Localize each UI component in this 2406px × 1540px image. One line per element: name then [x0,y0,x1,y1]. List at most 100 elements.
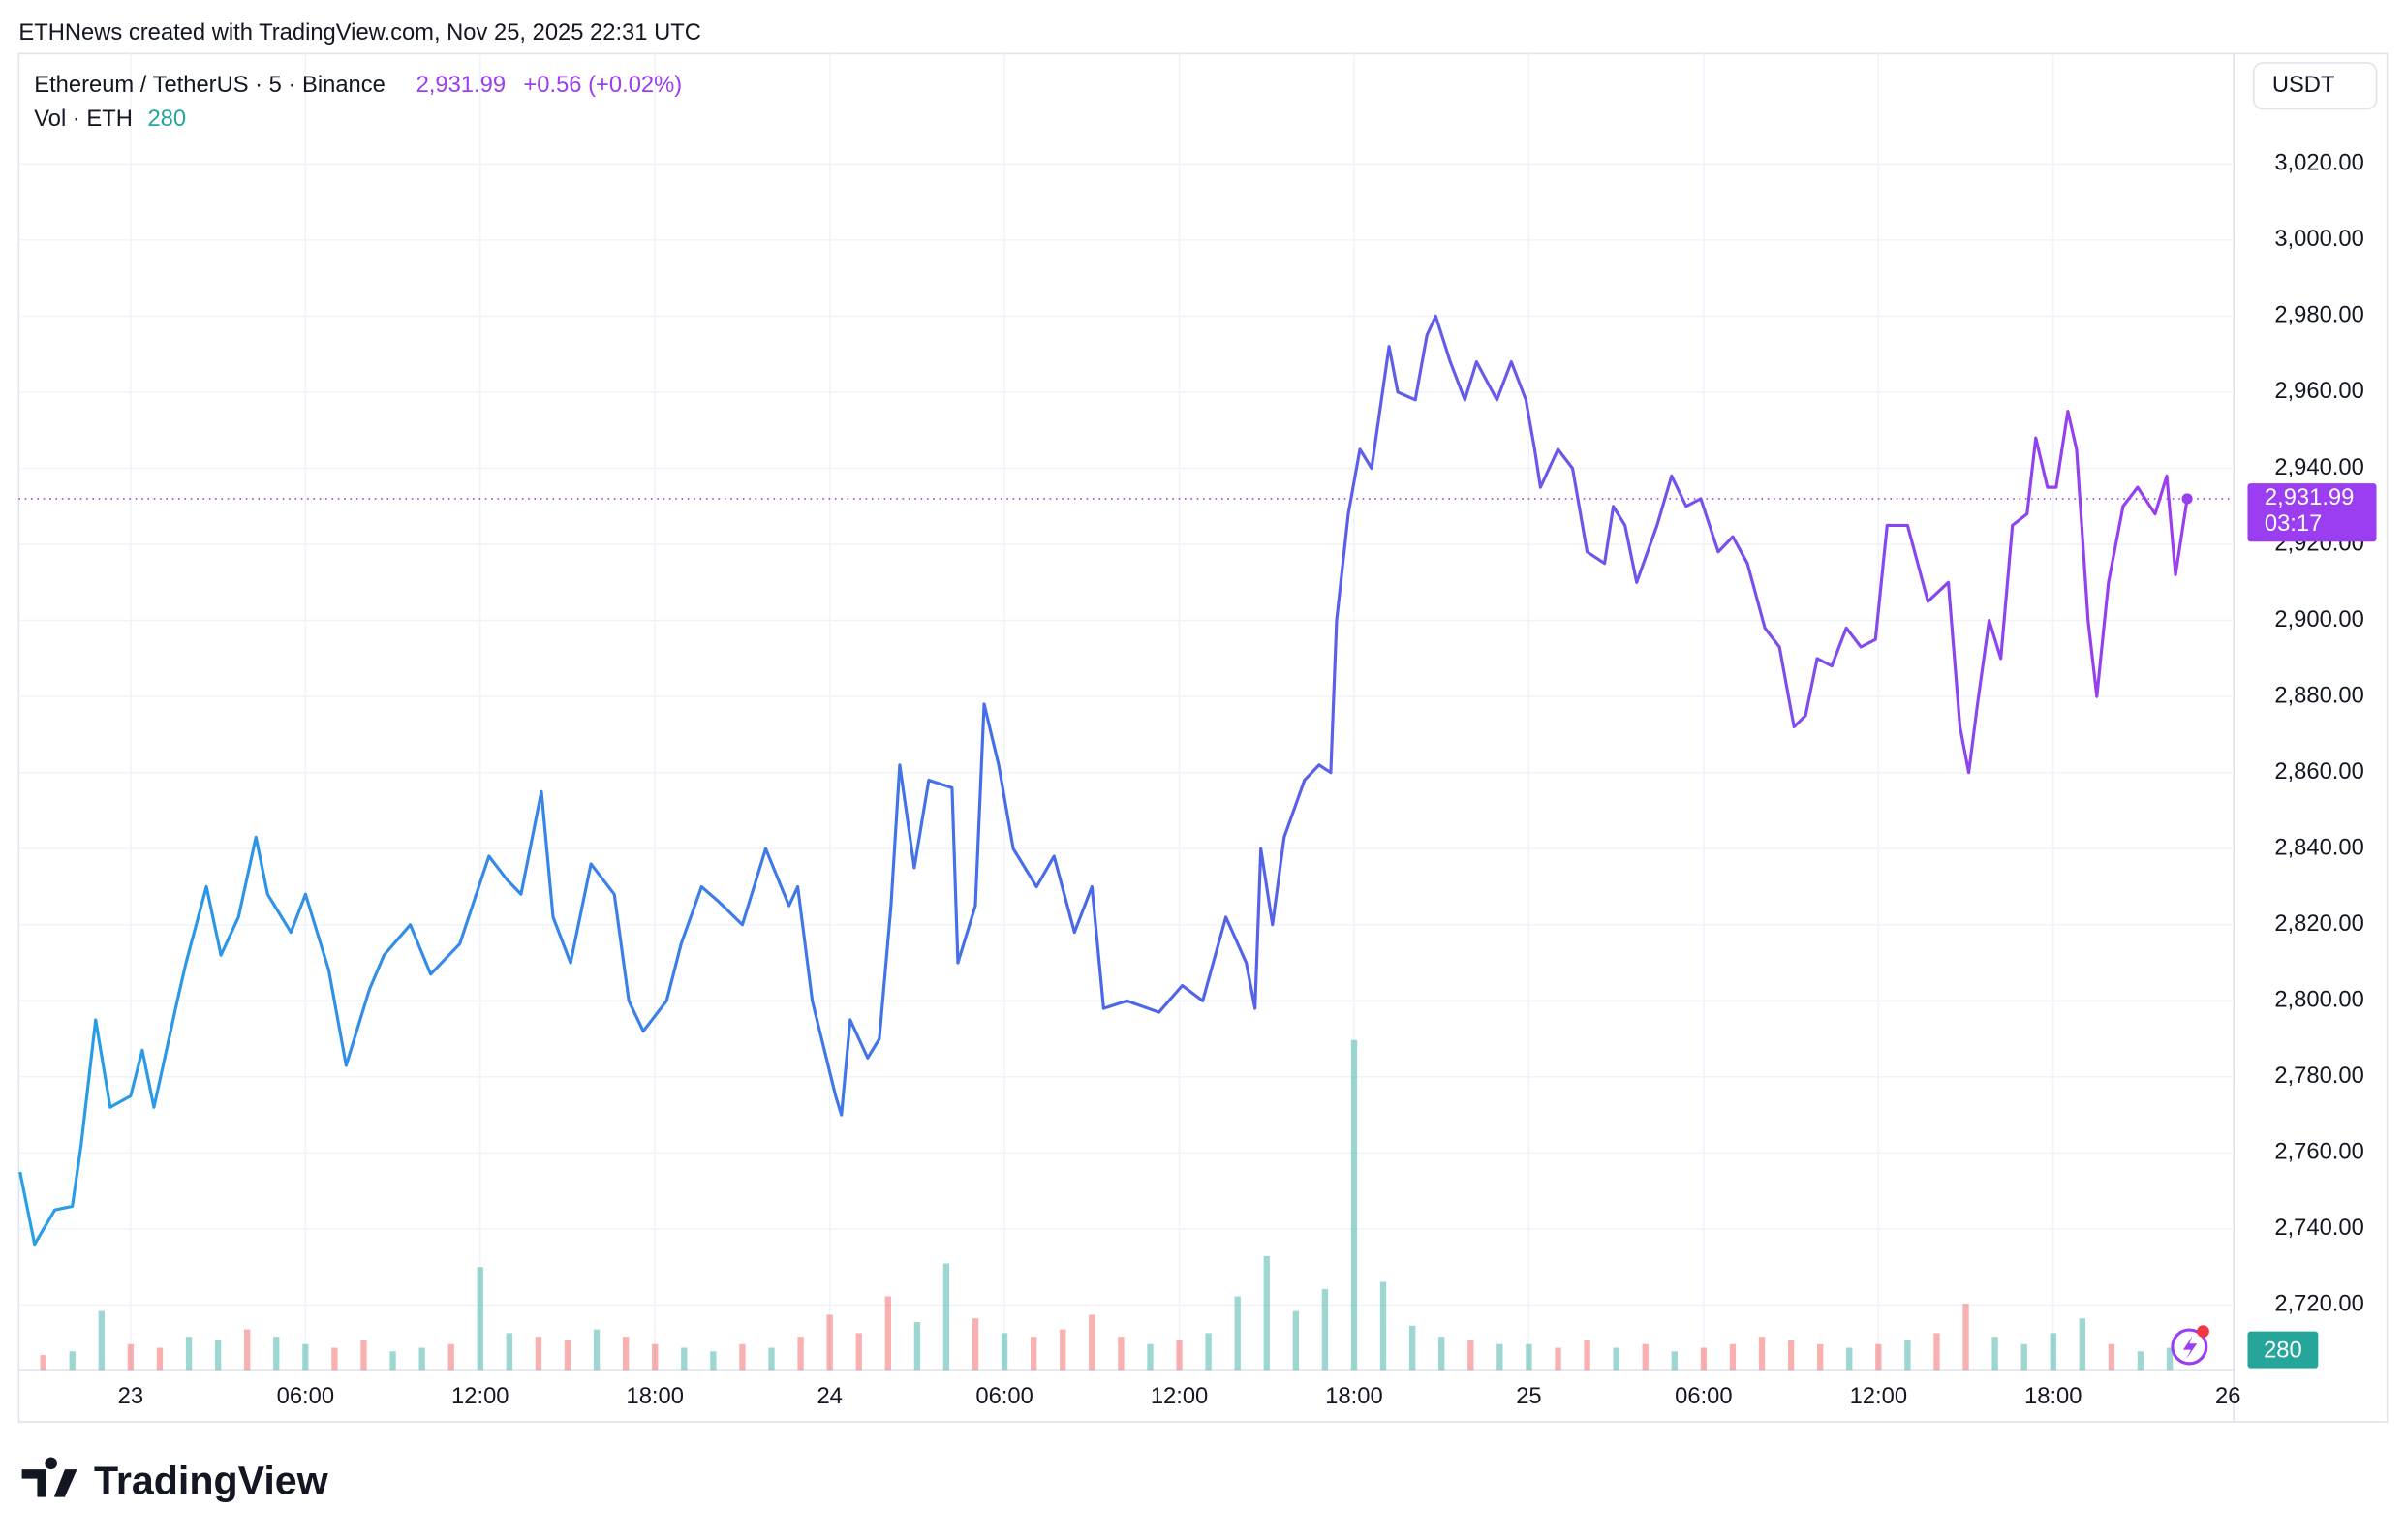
volume-bar [1904,1340,1911,1371]
volume-bar [855,1333,862,1371]
volume-bar [98,1310,105,1371]
last-price-box [2247,483,2377,542]
volume-bar [1263,1255,1270,1371]
volume-bar [40,1355,46,1371]
x-tick-label: 12:00 [1850,1383,1907,1409]
y-tick-label: 2,720.00 [2274,1291,2363,1317]
volume-bar [681,1347,688,1371]
volume-bar [1176,1340,1183,1371]
x-tick-label: 18:00 [1325,1383,1382,1409]
volume-bar [1089,1314,1095,1371]
x-tick-label: 25 [1516,1383,1541,1409]
volume-bar [1526,1343,1532,1371]
volume-bar [1350,1039,1358,1371]
volume-bar [1292,1310,1300,1371]
volume-bar [1875,1343,1882,1371]
volume-bar [1001,1333,1008,1371]
y-tick-label: 2,960.00 [2274,378,2363,404]
volume-bar [710,1351,717,1371]
volume-bar [1846,1347,1853,1371]
x-tick-label: 06:00 [277,1383,334,1409]
pane-border [17,52,2389,1423]
volume-bar [302,1343,309,1371]
alert-icon[interactable] [2171,1325,2209,1366]
y-tick-label: 2,940.00 [2274,454,2363,480]
volume-bar [156,1347,164,1371]
volume-bar [1758,1337,1766,1371]
price-label: 2,931.99 [416,72,506,98]
volume-bar [1118,1337,1125,1371]
volume-bar [477,1267,483,1371]
currency-box[interactable] [2253,62,2378,110]
volume-bar [2166,1347,2174,1371]
y-tick-label: 2,900.00 [2274,606,2363,632]
volume-bar [797,1337,804,1371]
volume-bar [389,1351,396,1371]
volume-bar [826,1314,833,1371]
volume-bar [1408,1325,1416,1371]
volume-bar [244,1329,251,1371]
volume-bar [1584,1340,1590,1371]
volume-bar [942,1263,950,1371]
y-tick-label: 2,800.00 [2274,987,2363,1013]
price-line [18,314,2189,1247]
volume-bar [418,1347,425,1371]
volume-bar [1438,1337,1445,1371]
x-tick-label: 06:00 [1675,1383,1732,1409]
volume-title: Vol · ETH [34,106,133,132]
volume-bar [1729,1343,1737,1371]
volume-bar [1031,1337,1037,1371]
volume-bar [1234,1296,1241,1371]
y-tick-label: 2,820.00 [2274,910,2363,937]
last-price-label: 2,931.99 [2265,484,2354,510]
volume-bar [739,1343,746,1371]
volume-bar [2137,1351,2144,1371]
volume-bar [768,1347,775,1371]
countdown: 03:17 [2265,510,2322,537]
volume-bar [884,1296,891,1371]
volume-bar [214,1340,222,1371]
volume-bar [273,1337,280,1371]
volume-bar [360,1340,367,1371]
y-tick-label: 2,760.00 [2274,1139,2363,1165]
y-tick-label: 2,980.00 [2274,302,2363,328]
y-tick-label: 3,000.00 [2274,226,2363,252]
volume-bar [185,1337,193,1371]
volume-badge-label: 280 [2264,1337,2302,1363]
volume-bar [535,1337,542,1371]
x-tick-label: 12:00 [1151,1383,1208,1409]
currency[interactable]: USDT [2272,72,2335,98]
y-tick-label: 2,860.00 [2274,758,2363,785]
volume-badge [2247,1331,2319,1369]
y-tick-label: 2,840.00 [2274,834,2363,860]
y-tick-label: 2,880.00 [2274,682,2363,708]
volume-bar [1379,1281,1387,1371]
last-price-dot [2181,493,2193,505]
symbol: Ethereum / TetherUS · 5 · Binance [34,72,386,98]
logo: TradingView [21,1457,329,1502]
volume-bar [69,1351,76,1371]
volume-bar [1060,1329,1066,1371]
volume-bar [652,1343,659,1371]
change-label: +0.56 (+0.02%) [523,72,682,98]
volume-bar [2020,1343,2027,1371]
x-tick-label: 06:00 [975,1383,1033,1409]
volume-bar [1205,1333,1212,1371]
x-tick-label: 24 [817,1383,842,1409]
volume-bar [1496,1343,1503,1371]
volume-bar [1700,1347,1708,1371]
x-tick-label: 12:00 [451,1383,509,1409]
x-tick-label: 26 [2215,1383,2240,1409]
y-tick-label: 2,740.00 [2274,1215,2363,1241]
volume-bar [2079,1318,2086,1371]
volume-bar [972,1318,979,1371]
volume-bar [1817,1343,1824,1371]
volume-bar [593,1329,601,1371]
volume-bar [1962,1304,1969,1371]
logo-text: TradingView [94,1458,329,1502]
volume-bar [1555,1347,1561,1371]
volume-bar [127,1343,135,1371]
volume-bar [1147,1343,1154,1371]
volume-bar [1787,1340,1795,1371]
